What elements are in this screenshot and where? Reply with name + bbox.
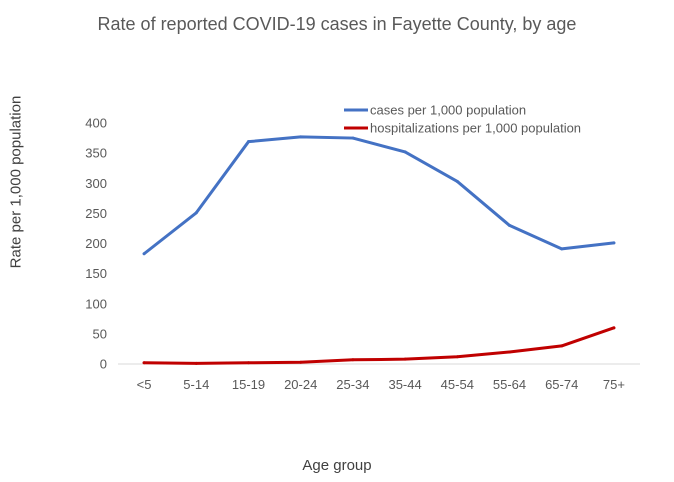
- x-tick-label: 20-24: [284, 377, 317, 392]
- y-tick-label: 200: [85, 236, 107, 251]
- y-tick-label: 50: [93, 326, 107, 341]
- chart-title: Rate of reported COVID-19 cases in Fayet…: [97, 14, 577, 34]
- legend: cases per 1,000 population hospitalizatio…: [344, 103, 581, 136]
- x-tick-label: 65-74: [545, 377, 578, 392]
- series-line: [142, 135, 616, 256]
- y-tick-label: 250: [85, 206, 107, 221]
- series-line: [142, 326, 616, 365]
- data-point: [194, 211, 198, 215]
- x-tick-label: 45-54: [441, 377, 474, 392]
- data-point: [508, 350, 511, 354]
- data-point: [455, 355, 459, 359]
- x-tick-label: <5: [137, 377, 152, 392]
- data-point: [560, 247, 564, 251]
- series-lines: [142, 135, 616, 365]
- data-point: [351, 136, 355, 140]
- y-tick-label: 350: [85, 146, 107, 161]
- data-point: [247, 361, 250, 365]
- x-tick-label: 75+: [603, 377, 625, 392]
- data-point: [247, 140, 250, 144]
- data-point: [455, 179, 459, 183]
- data-point: [299, 360, 303, 364]
- x-tick-label: 15-19: [232, 377, 265, 392]
- y-tick-label: 100: [85, 296, 107, 311]
- x-axis-ticks: <5 5-14 15-19 20-24 25-34 35-44 45-54 55-64 65-7…: [137, 377, 625, 392]
- data-point: [142, 252, 146, 256]
- x-axis-label: Age group: [302, 457, 372, 474]
- data-point: [612, 241, 616, 245]
- data-point: [560, 344, 564, 348]
- data-point: [612, 326, 616, 330]
- y-tick-label: 300: [85, 176, 107, 191]
- data-point: [508, 223, 511, 227]
- legend-label: hospitalizations per 1,000 population: [370, 121, 581, 136]
- x-tick-label: 5-14: [183, 377, 209, 392]
- data-point: [142, 361, 146, 365]
- x-tick-label: 25-34: [336, 377, 369, 392]
- y-tick-label: 0: [100, 357, 107, 372]
- legend-label: cases per 1,000 population: [370, 103, 526, 118]
- y-tick-label: 400: [85, 116, 107, 131]
- data-point: [299, 135, 303, 139]
- data-point: [403, 150, 407, 154]
- data-point: [194, 361, 198, 365]
- data-point: [351, 358, 355, 362]
- y-tick-label: 150: [85, 266, 107, 281]
- data-point: [403, 357, 407, 361]
- x-tick-label: 35-44: [388, 377, 421, 392]
- y-axis-ticks: 0 50 100 150 200 250 300 350 400: [85, 116, 107, 372]
- x-tick-label: 55-64: [493, 377, 526, 392]
